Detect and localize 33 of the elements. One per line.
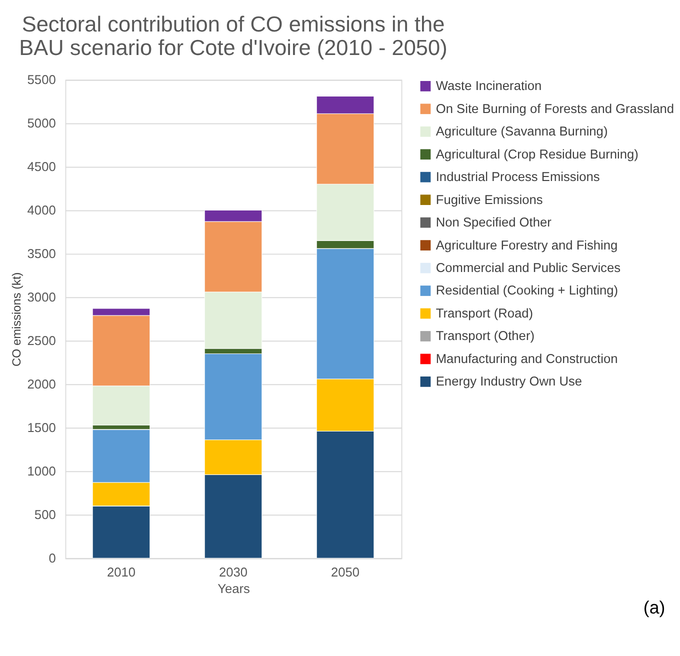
x-axis-title: Years <box>218 581 250 596</box>
legend-label: Residential (Cooking + Lighting) <box>436 282 618 298</box>
legend-label: Agriculture (Savanna Burning) <box>436 124 608 139</box>
legend-label: Commercial and Public Services <box>436 260 621 275</box>
legend-label: On Site Burning of Forests and Grassland <box>436 100 674 116</box>
y-tick-label: 4000 <box>27 202 56 218</box>
chart-title: Sectoral contribution of CO emissions in the BAU scenario for Cote d'Ivoire (2010 - 2050) <box>19 11 448 60</box>
legend-label: Agricultural (Crop Residue Burning) <box>436 146 638 162</box>
legend-label: Fugitive Emissions <box>436 192 543 207</box>
y-tick-label: 1500 <box>27 420 56 436</box>
y-tick-label: 2500 <box>27 333 56 348</box>
y-tick-label: 5500 <box>27 72 56 88</box>
y-tick-label: 5000 <box>27 116 56 131</box>
y-tick-label: 3500 <box>27 246 56 262</box>
y-tick-label: 500 <box>34 507 56 522</box>
y-tick-label: 1000 <box>27 464 56 479</box>
x-tick-label: 2010 <box>106 564 136 580</box>
y-tick-label: 4500 <box>27 159 56 174</box>
legend-label: Manufacturing and Construction <box>436 350 618 366</box>
legend-label: Agriculture Forestry and Fishing <box>436 237 618 252</box>
legend-label: Energy Industry Own Use <box>436 374 582 389</box>
legend-label: Industrial Process Emissions <box>436 169 600 184</box>
y-axis-title: CO emissions (kt) <box>9 272 24 367</box>
x-tick-label: 2050 <box>331 564 360 580</box>
y-tick-label: 3000 <box>27 290 56 305</box>
legend-label: Waste Incineration <box>436 78 542 94</box>
legend-label: Transport (Other) <box>436 328 534 344</box>
x-tick-label: 2030 <box>218 564 248 580</box>
legend-label: Non Specified Other <box>436 214 552 230</box>
text: (a) <box>643 597 666 618</box>
y-tick-label: 2000 <box>27 376 56 392</box>
y-tick-label: 0 <box>48 550 56 566</box>
legend-label: Transport (Road) <box>436 305 534 320</box>
